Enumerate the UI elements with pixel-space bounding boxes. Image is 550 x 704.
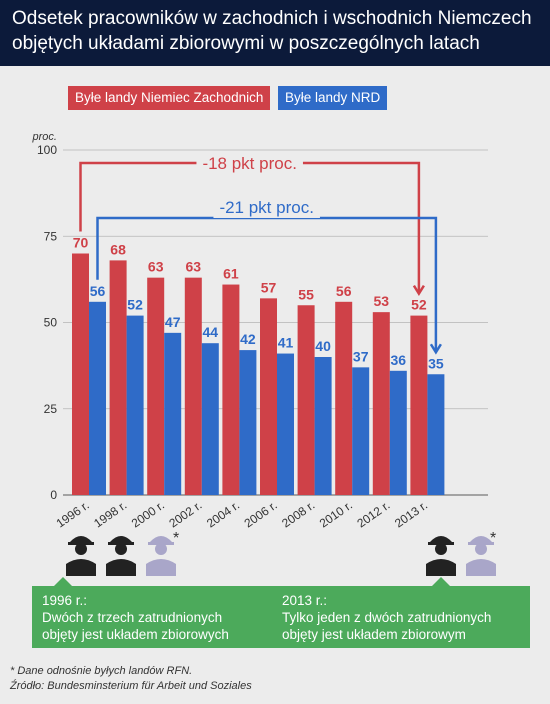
note-1996-title: 1996 r.: [42, 593, 88, 608]
source-note: Źródło: Bundesminsterium für Arbeit und … [10, 680, 252, 692]
data-label-west: 57 [261, 279, 277, 295]
annotation-east: -21 pkt proc. [219, 198, 314, 217]
y-tick-label: 75 [44, 229, 58, 243]
data-label-east: 41 [278, 335, 294, 351]
worker-icon-faded [146, 536, 176, 576]
bar-east [126, 315, 144, 495]
x-tick-label: 1996 r. [54, 498, 92, 531]
note-pointer [54, 577, 72, 586]
bar-east [389, 370, 407, 495]
workers-icon-2013 [426, 536, 496, 576]
y-tick-label: 100 [37, 143, 57, 157]
bar-west [109, 260, 127, 495]
bar-west [410, 315, 428, 495]
y-tick-label: 25 [44, 402, 58, 416]
bar-east [201, 343, 219, 495]
note-2013-text-1: Tylko jeden z dwóch zatrudnionych [282, 610, 492, 625]
bar-west [147, 277, 165, 495]
data-label-east: 35 [428, 355, 444, 371]
footnote: * Dane odnośnie byłych landów RFN. [10, 665, 193, 677]
bracket-west-arrowhead [412, 284, 425, 296]
data-label-east: 44 [203, 324, 219, 340]
bar-west [372, 312, 390, 495]
data-label-east: 56 [90, 283, 106, 299]
note-2013: 2013 r.: Tylko jeden z dwóch zatrudniony… [272, 577, 530, 648]
worker-icon-faded [466, 536, 496, 576]
legend-west: Byłe landy Niemiec Zachodnich [68, 86, 271, 110]
annotation-east-bg [213, 197, 320, 218]
legend-east: Byłe landy NRD [278, 86, 388, 110]
header-bar [0, 0, 550, 66]
bar-west [184, 277, 202, 495]
bar-west [222, 284, 240, 495]
title-line-1: Odsetek pracowników w zachodnich i wscho… [12, 8, 532, 29]
y-axis-unit-label: proc. [32, 131, 57, 143]
x-tick-label: 1998 r. [91, 498, 129, 531]
bar-east [352, 367, 370, 495]
x-tick-label: 2010 r. [317, 498, 355, 531]
annotation-west-bg [196, 153, 303, 174]
data-label-west: 61 [223, 266, 239, 282]
x-tick-label: 2004 r. [204, 498, 242, 531]
bar-west [335, 301, 353, 495]
chart-title: Odsetek pracowników w zachodnich i wscho… [12, 6, 542, 56]
note-2013-text-2: objęty jest układem zbiorowym [282, 627, 466, 642]
data-label-west: 63 [186, 259, 202, 275]
note-1996: 1996 r.: Dwóch z trzech zatrudnionych ob… [32, 577, 272, 648]
worker-icon [426, 536, 456, 576]
bracket-west [79, 161, 421, 294]
data-label-east: 52 [127, 297, 143, 313]
x-tick-label: 2000 r. [129, 498, 167, 531]
data-label-east: 37 [353, 348, 369, 364]
data-label-west: 70 [73, 235, 89, 251]
x-tick-label: 2006 r. [242, 498, 280, 531]
asterisk-1996: * [173, 530, 180, 547]
data-label-west: 53 [374, 293, 390, 309]
bar-east [427, 374, 445, 495]
note-1996-text-2: objęty jest układem zbiorowych [42, 627, 229, 642]
worker-icon [66, 536, 96, 576]
x-tick-label: 2012 r. [354, 498, 392, 531]
worker-icon [106, 536, 136, 576]
x-tick-label: 2013 r. [392, 498, 430, 531]
bar-west [260, 298, 277, 495]
bar-east [239, 350, 257, 495]
workers-icon-1996 [66, 536, 176, 576]
bar-east [164, 332, 182, 495]
bar-west [72, 253, 89, 495]
note-1996-text-1: Dwóch z trzech zatrudnionych [42, 610, 223, 625]
bar-east [314, 357, 332, 495]
x-tick-label: 2008 r. [279, 498, 317, 531]
data-label-east: 47 [165, 314, 181, 330]
data-label-west: 56 [336, 283, 352, 299]
bar-west [297, 305, 315, 495]
asterisk-2013: * [490, 530, 497, 547]
x-tick-label: 2002 r. [166, 498, 204, 531]
data-label-west: 63 [148, 259, 164, 275]
data-label-east: 42 [240, 331, 256, 347]
note-pointer [432, 577, 450, 586]
data-label-west: 68 [110, 241, 126, 257]
y-tick-label: 50 [44, 316, 58, 330]
data-label-east: 36 [391, 352, 407, 368]
data-label-west: 52 [411, 297, 427, 313]
annotation-west: -18 pkt proc. [202, 154, 297, 173]
bar-east [89, 301, 106, 495]
data-label-west: 55 [298, 286, 314, 302]
bracket-east-arrowhead [429, 343, 442, 355]
bar-east [277, 353, 294, 495]
footer: * Dane odnośnie byłych landów RFN. Źródł… [10, 664, 252, 694]
note-2013-title: 2013 r.: [282, 593, 328, 608]
y-tick-label: 0 [50, 488, 57, 502]
title-line-2: objętych układami zbiorowymi w poszczegó… [12, 33, 480, 54]
data-label-east: 40 [315, 338, 331, 354]
